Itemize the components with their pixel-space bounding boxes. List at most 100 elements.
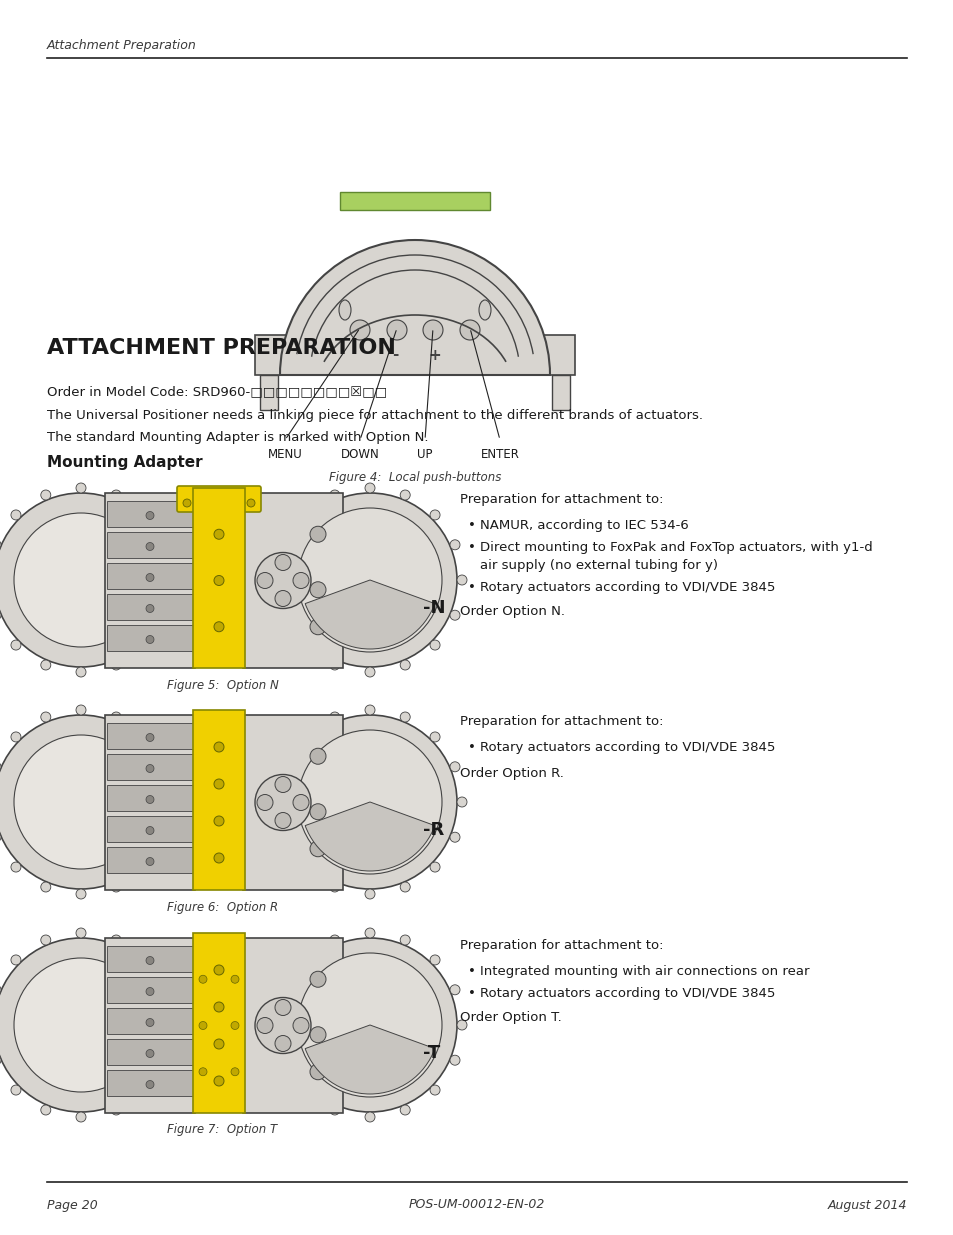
Circle shape bbox=[422, 320, 442, 340]
Circle shape bbox=[231, 1068, 239, 1076]
Text: Page 20: Page 20 bbox=[47, 1198, 97, 1212]
Text: Figure 5:  Option N: Figure 5: Option N bbox=[167, 678, 278, 692]
Bar bbox=[107, 816, 193, 842]
Circle shape bbox=[387, 320, 407, 340]
Circle shape bbox=[0, 715, 168, 889]
Text: Attachment Preparation: Attachment Preparation bbox=[47, 38, 196, 52]
Circle shape bbox=[450, 610, 459, 620]
Bar bbox=[254, 335, 575, 375]
Text: air supply (no external tubing for y): air supply (no external tubing for y) bbox=[479, 559, 718, 573]
Text: Preparation for attachment to:: Preparation for attachment to: bbox=[459, 715, 662, 729]
Circle shape bbox=[273, 1020, 283, 1030]
Circle shape bbox=[283, 939, 456, 1112]
Circle shape bbox=[146, 857, 153, 866]
Circle shape bbox=[450, 762, 459, 772]
Circle shape bbox=[365, 1112, 375, 1123]
Circle shape bbox=[247, 499, 254, 508]
Text: Order Option T.: Order Option T. bbox=[459, 1011, 561, 1025]
Circle shape bbox=[161, 832, 171, 842]
Bar bbox=[107, 946, 193, 972]
Circle shape bbox=[330, 490, 339, 500]
Circle shape bbox=[330, 882, 339, 892]
Text: Integrated mounting with air connections on rear: Integrated mounting with air connections… bbox=[479, 965, 809, 977]
Circle shape bbox=[112, 659, 121, 671]
Circle shape bbox=[146, 542, 153, 551]
Circle shape bbox=[299, 1086, 310, 1095]
Circle shape bbox=[459, 320, 479, 340]
Text: Figure 7:  Option T: Figure 7: Option T bbox=[167, 1124, 276, 1136]
Bar bbox=[339, 191, 490, 210]
Circle shape bbox=[168, 797, 178, 806]
Circle shape bbox=[231, 976, 239, 983]
Text: ATTACHMENT PREPARATION: ATTACHMENT PREPARATION bbox=[47, 338, 395, 358]
Ellipse shape bbox=[478, 300, 491, 320]
Circle shape bbox=[283, 715, 456, 889]
Circle shape bbox=[161, 540, 171, 550]
Circle shape bbox=[168, 1020, 178, 1030]
Circle shape bbox=[280, 984, 290, 995]
Circle shape bbox=[141, 510, 151, 520]
Circle shape bbox=[213, 816, 224, 826]
Text: Rotary actuators according to VDI/VDE 3845: Rotary actuators according to VDI/VDE 38… bbox=[479, 987, 775, 999]
Text: Direct mounting to FoxPak and FoxTop actuators, with y1-d: Direct mounting to FoxPak and FoxTop act… bbox=[479, 541, 872, 555]
Circle shape bbox=[146, 604, 153, 613]
Circle shape bbox=[76, 483, 86, 493]
Circle shape bbox=[430, 640, 439, 650]
Circle shape bbox=[199, 1068, 207, 1076]
Circle shape bbox=[141, 1086, 151, 1095]
Text: •: • bbox=[468, 541, 476, 555]
Circle shape bbox=[146, 636, 153, 643]
Circle shape bbox=[330, 935, 339, 945]
Circle shape bbox=[430, 510, 439, 520]
Bar bbox=[107, 1070, 193, 1095]
Circle shape bbox=[0, 1055, 1, 1066]
Circle shape bbox=[161, 984, 171, 995]
Circle shape bbox=[146, 1019, 153, 1026]
Circle shape bbox=[161, 762, 171, 772]
Text: Figure 4:  Local push-buttons: Figure 4: Local push-buttons bbox=[329, 472, 500, 484]
Circle shape bbox=[400, 882, 410, 892]
Circle shape bbox=[450, 540, 459, 550]
Circle shape bbox=[430, 862, 439, 872]
Circle shape bbox=[400, 490, 410, 500]
Circle shape bbox=[283, 493, 456, 667]
Circle shape bbox=[146, 1081, 153, 1088]
Text: -N: -N bbox=[422, 599, 445, 618]
Circle shape bbox=[274, 813, 291, 829]
Circle shape bbox=[112, 935, 121, 945]
Circle shape bbox=[400, 713, 410, 722]
Circle shape bbox=[76, 1112, 86, 1123]
Circle shape bbox=[280, 610, 290, 620]
Circle shape bbox=[256, 1018, 273, 1034]
Circle shape bbox=[146, 826, 153, 835]
Circle shape bbox=[10, 1086, 21, 1095]
Circle shape bbox=[273, 797, 283, 806]
Circle shape bbox=[310, 804, 326, 820]
Circle shape bbox=[400, 935, 410, 945]
Circle shape bbox=[199, 1021, 207, 1030]
Circle shape bbox=[456, 576, 467, 585]
Circle shape bbox=[213, 1039, 224, 1049]
Circle shape bbox=[274, 999, 291, 1015]
Circle shape bbox=[0, 939, 168, 1112]
Text: •: • bbox=[468, 741, 476, 755]
Circle shape bbox=[365, 927, 375, 939]
Circle shape bbox=[0, 832, 1, 842]
Bar bbox=[243, 939, 343, 1113]
Circle shape bbox=[168, 576, 178, 585]
Wedge shape bbox=[305, 802, 435, 871]
Circle shape bbox=[310, 582, 326, 598]
Circle shape bbox=[10, 510, 21, 520]
Circle shape bbox=[456, 1020, 467, 1030]
Wedge shape bbox=[305, 1025, 435, 1094]
Text: •: • bbox=[468, 987, 476, 999]
Bar bbox=[243, 493, 343, 668]
Circle shape bbox=[280, 832, 290, 842]
Bar bbox=[105, 939, 194, 1113]
Circle shape bbox=[299, 732, 310, 742]
Circle shape bbox=[161, 1055, 171, 1066]
Circle shape bbox=[41, 882, 51, 892]
Text: Order in Model Code: SRD960-□□□□□□□□☒□□: Order in Model Code: SRD960-□□□□□□□□☒□□ bbox=[47, 385, 387, 399]
Circle shape bbox=[310, 1026, 326, 1042]
Circle shape bbox=[0, 984, 1, 995]
